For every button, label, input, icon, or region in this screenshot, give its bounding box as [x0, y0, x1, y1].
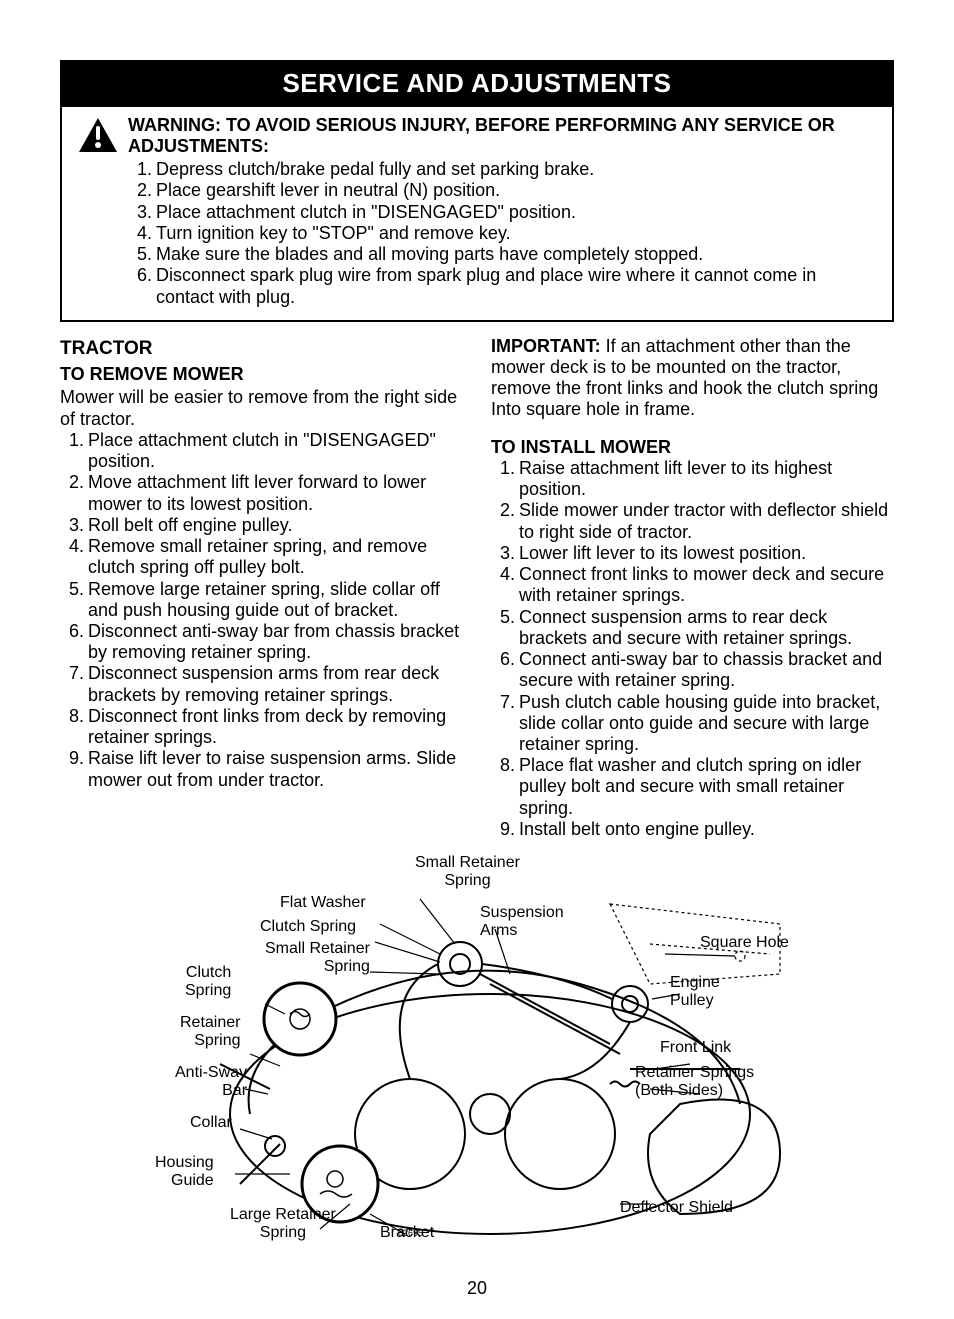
label-retainer-spring: RetainerSpring: [180, 1014, 240, 1049]
step-item: Disconnect suspension arms from rear dec…: [88, 663, 463, 705]
label-small-retainer-spring-2: Small RetainerSpring: [265, 940, 370, 975]
step-item: Slide mower under tractor with deflec­to…: [519, 500, 894, 542]
label-anti-sway-bar: Anti-SwayBar: [175, 1064, 247, 1099]
warning-item: Place attachment clutch in "DISENGAGED" …: [156, 202, 876, 223]
mower-diagram: 02695 Small RetainerSpring Flat Washer C…: [60, 854, 894, 1274]
label-small-retainer-spring: Small RetainerSpring: [415, 854, 520, 889]
subheading-install: TO INSTALL MOWER: [491, 437, 894, 458]
label-square-hole: Square Hole: [700, 934, 789, 952]
step-item: Move attachment lift lever forward to lo…: [88, 472, 463, 514]
step-item: Push clutch cable housing guide into bra…: [519, 692, 894, 756]
step-item: Remove large retainer spring, slide coll…: [88, 579, 463, 621]
warning-body: WARNING: TO AVOID SERIOUS INJURY, BEFORE…: [128, 115, 876, 308]
label-bracket: Bracket: [380, 1224, 434, 1242]
warning-list: Depress clutch/brake pedal fully and set…: [128, 159, 876, 308]
step-item: Lower lift lever to its lowest position.: [519, 543, 894, 564]
label-clutch-spring-left: ClutchSpring: [185, 964, 231, 999]
step-item: Place flat washer and clutch spring on i…: [519, 755, 894, 819]
warning-item: Make sure the blades and all moving part…: [156, 244, 876, 265]
section-heading-tractor: TRACTOR: [60, 338, 463, 360]
warning-item: Depress clutch/brake pedal fully and set…: [156, 159, 876, 180]
warning-icon: [78, 117, 118, 153]
label-engine-pulley: EnginePulley: [670, 974, 720, 1009]
remove-steps: Place attachment clutch in "DISEN­GAGED"…: [60, 430, 463, 791]
warning-item: Disconnect spark plug wire from spark pl…: [156, 265, 876, 307]
right-column: IMPORTANT: If an attachment other than t…: [491, 332, 894, 840]
warning-box: WARNING: TO AVOID SERIOUS INJURY, BEFORE…: [60, 107, 894, 322]
step-item: Raise lift lever to raise suspension arm…: [88, 748, 463, 790]
label-large-retainer-spring: Large RetainerSpring: [230, 1206, 336, 1241]
label-front-link: Front Link: [660, 1039, 731, 1057]
warning-heading: WARNING: TO AVOID SERIOUS INJURY, BEFORE…: [128, 115, 876, 157]
label-clutch-spring: Clutch Spring: [260, 918, 356, 936]
important-note: IMPORTANT: If an attachment other than t…: [491, 336, 894, 421]
warning-item: Place gearshift lever in neutral (N) pos…: [156, 180, 876, 201]
step-item: Remove small retainer spring, and remove…: [88, 536, 463, 578]
label-deflector-shield: Deflector Shield: [620, 1199, 733, 1217]
label-flat-washer: Flat Washer: [280, 894, 366, 912]
page-number: 20: [60, 1278, 894, 1299]
page-title-bar: SERVICE AND ADJUSTMENTS: [60, 60, 894, 107]
content-columns: TRACTOR TO REMOVE MOWER Mower will be ea…: [60, 332, 894, 840]
step-item: Connect front links to mower deck and se…: [519, 564, 894, 606]
label-housing-guide: HousingGuide: [155, 1154, 214, 1189]
label-retainer-springs-both: Retainer Springs(Both Sides): [635, 1064, 754, 1099]
step-item: Place attachment clutch in "DISEN­GAGED"…: [88, 430, 463, 472]
step-item: Disconnect front links from deck by remo…: [88, 706, 463, 748]
subheading-remove: TO REMOVE MOWER: [60, 364, 463, 385]
warning-item: Turn ignition key to "STOP" and remove k…: [156, 223, 876, 244]
step-item: Connect anti-sway bar to chassis bracket…: [519, 649, 894, 691]
important-label: IMPORTANT:: [491, 336, 601, 356]
left-column: TRACTOR TO REMOVE MOWER Mower will be ea…: [60, 332, 463, 840]
remove-intro: Mower will be easier to remove from the …: [60, 387, 463, 429]
step-item: Roll belt off engine pulley.: [88, 515, 463, 536]
label-suspension-arms: SuspensionArms: [480, 904, 564, 939]
step-item: Install belt onto engine pulley.: [519, 819, 894, 840]
install-steps: Raise attachment lift lever to its highe…: [491, 458, 894, 840]
step-item: Disconnect anti-sway bar from chassis br…: [88, 621, 463, 663]
step-item: Raise attachment lift lever to its highe…: [519, 458, 894, 500]
step-item: Connect suspension arms to rear deck bra…: [519, 607, 894, 649]
label-collar: Collar: [190, 1114, 232, 1132]
